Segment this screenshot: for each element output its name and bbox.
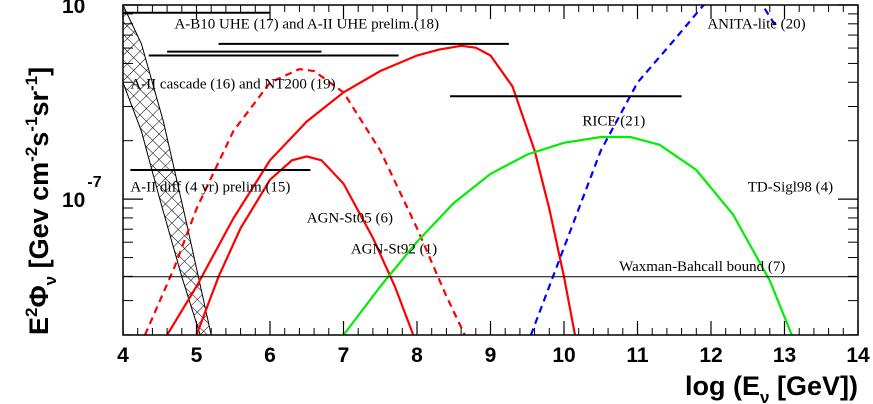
x-tick-label: 14 [846,344,870,367]
series-line-agn-p96-2 [166,44,577,335]
annotation-td-sigl98-4: TD-Sigl98 (4) [748,179,833,195]
x-tick-label: 5 [191,344,203,367]
series-line-z-burst-yosh98-3 [529,5,779,335]
annotation-a-b10-uhe-17-and-a-ii-uhe-prelim-18: A-B10 UHE (17) and A-II UHE prelim.(18) [174,16,439,32]
annotation-agn-st05-6: AGN-St05 (6) [307,210,393,226]
x-tick-label: 12 [699,344,722,367]
x-tick-label: 7 [338,344,350,367]
x-axis-title: log (Eν [GeV]) [685,371,858,404]
x-tick-label: 11 [626,344,649,367]
series-line-agn-st05-6 [195,155,415,335]
x-tick-label: 6 [264,344,276,367]
series-line-agn-st92-1 [143,67,466,335]
x-tick-label: 10 [552,344,575,367]
series-line-td-sigl98-4 [342,135,793,335]
y-tick-label: 10-6 [62,0,102,18]
annotation-waxman-bahcall-bound-7: Waxman-Bahcall bound (7) [619,259,785,275]
annotation-a-ii-diff-4-yr-prelim-15: A-II diff (4 yr) prelim.(15) [130,179,290,195]
y-axis-title: E2Φν [Gev cm-2s-1sr-1] [22,67,60,335]
annotation-agn-st92-1: AGN-St92 (1) [351,241,437,257]
x-tick-label: 8 [411,344,423,367]
x-tick-label: 9 [485,344,497,367]
x-tick-label: 13 [773,344,796,367]
annotation-a-ii-cascade-16-and-nt200-19: A-II cascade (16) and NT200 (19) [130,76,335,92]
x-tick-label: 4 [117,344,129,367]
annotation-anita-lite-20: ANITA-lite (20) [707,16,805,32]
annotation-rice-21: RICE (21) [582,113,645,129]
y-tick-label: 10-7 [62,174,102,212]
